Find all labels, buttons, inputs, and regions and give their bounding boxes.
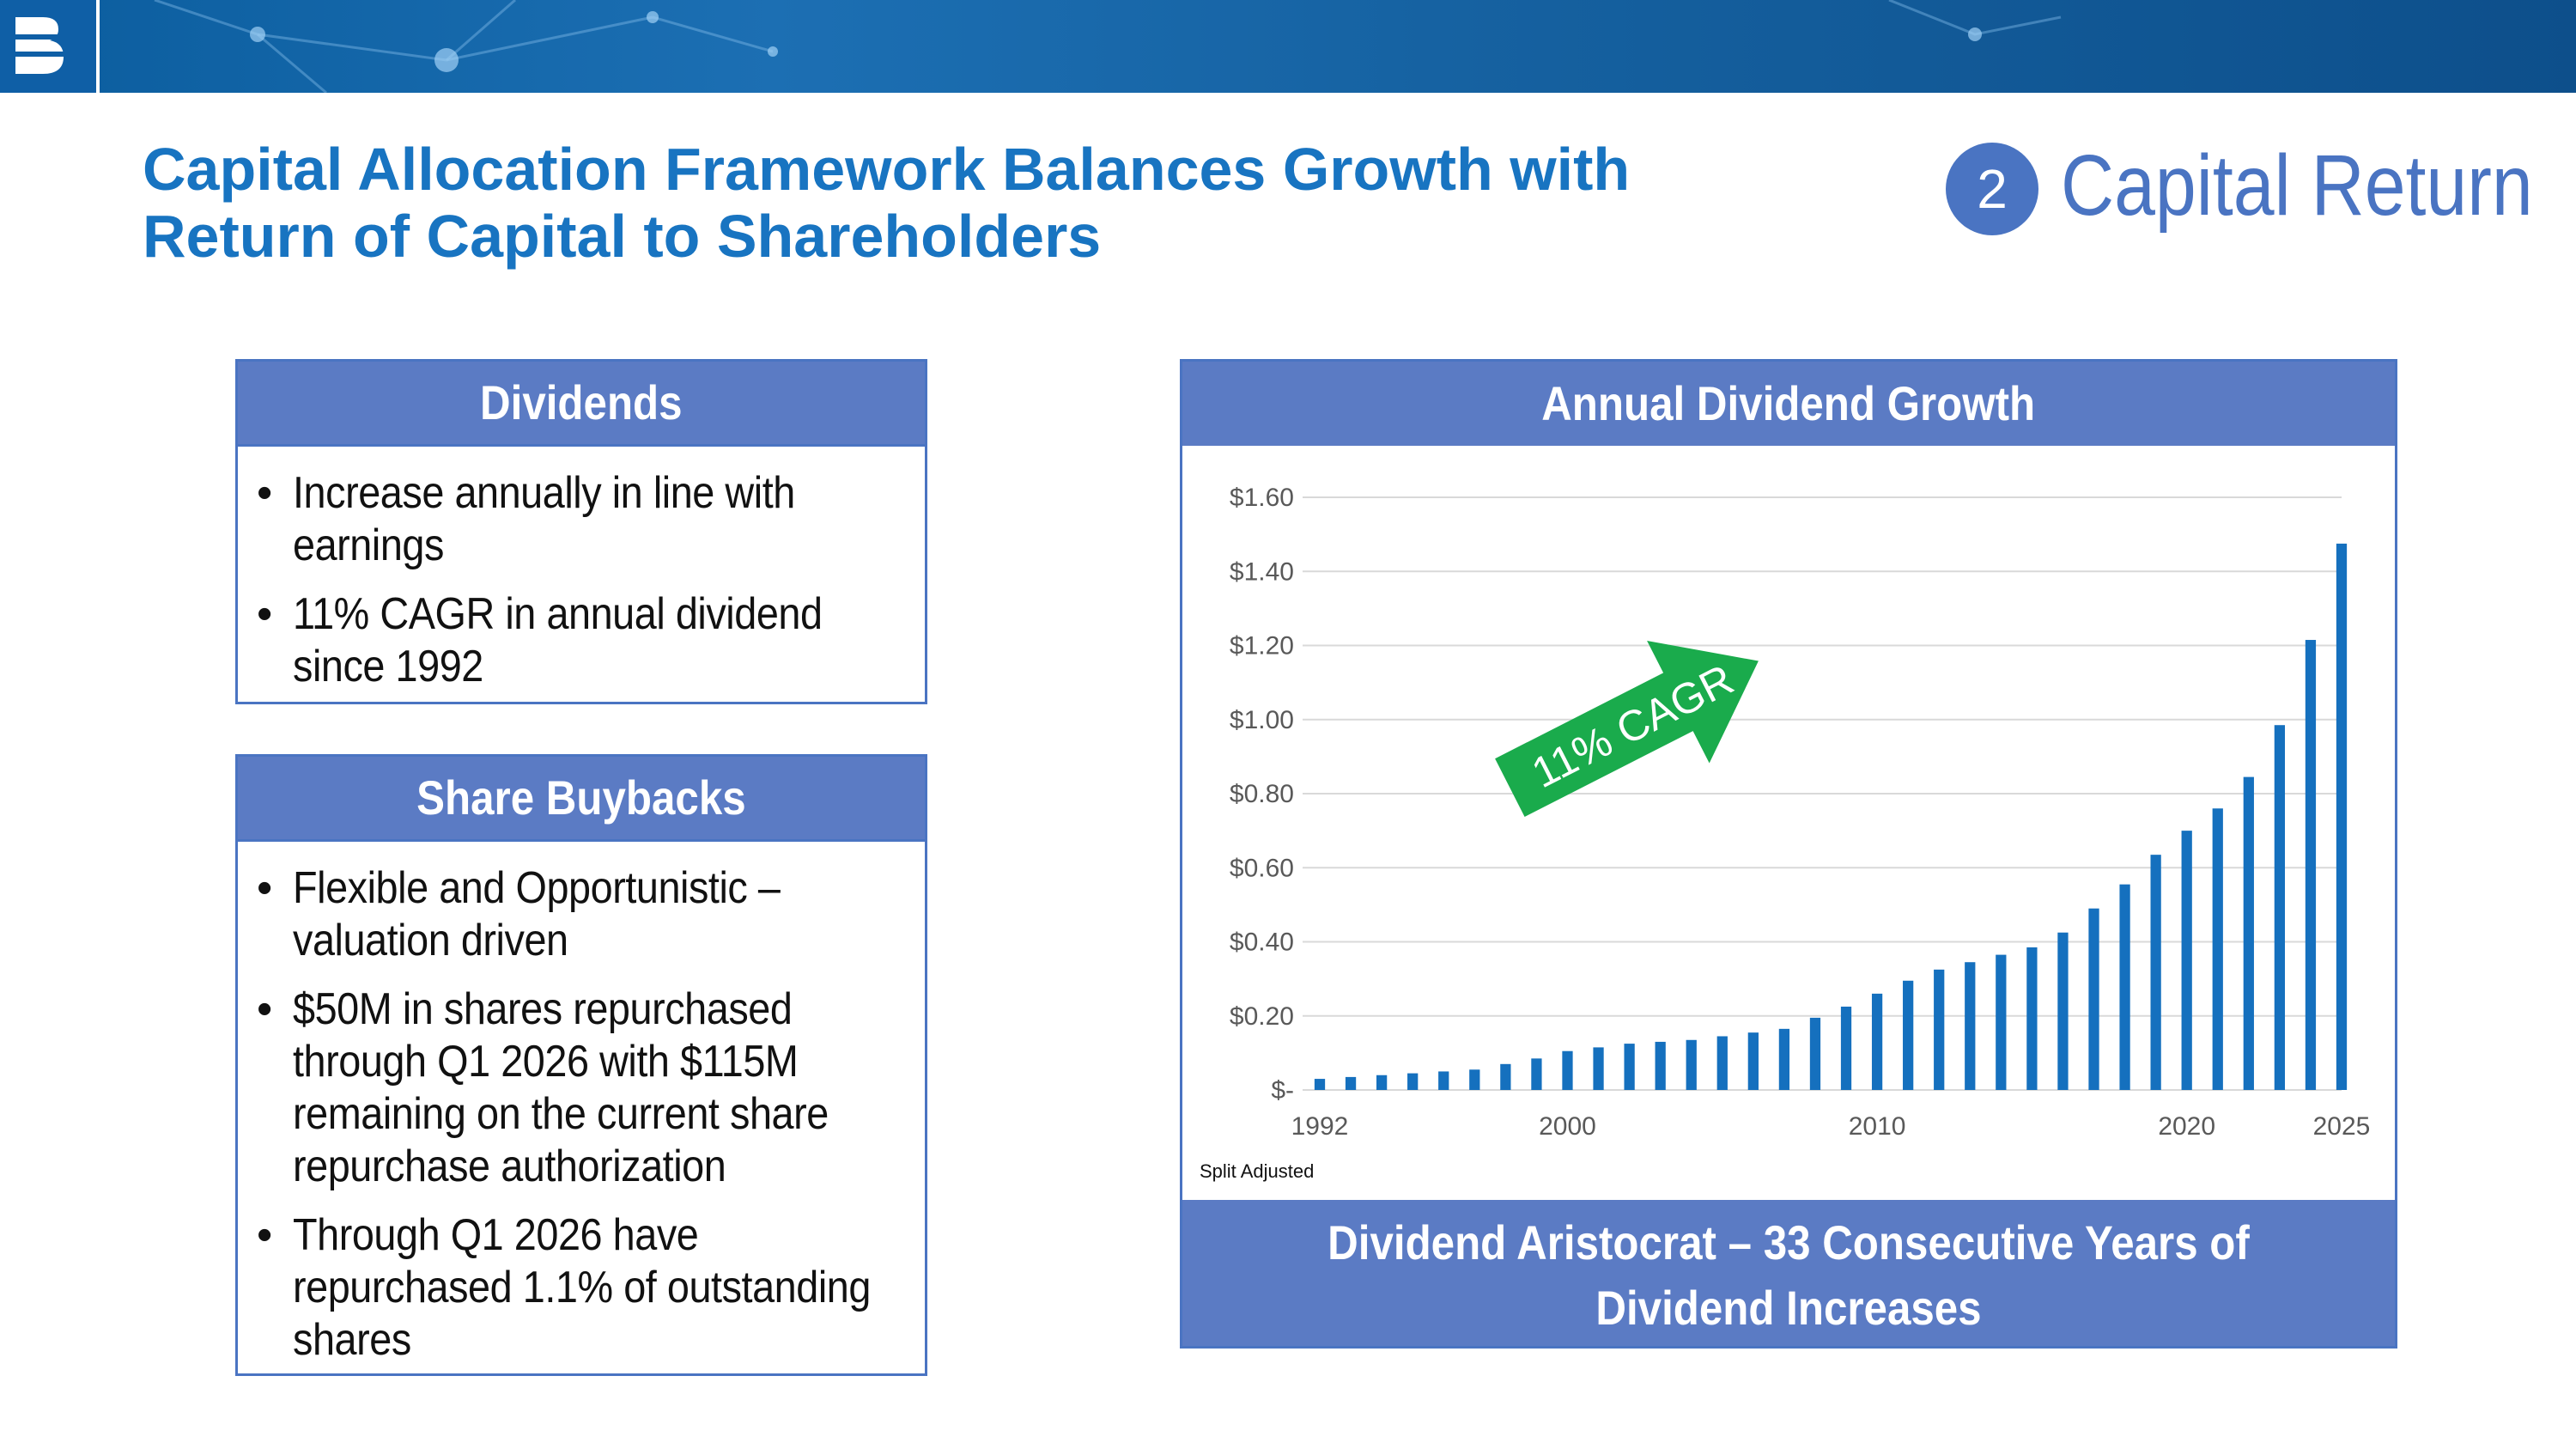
- share-buybacks-card: Share Buybacks Flexible and Opportunisti…: [235, 754, 927, 1376]
- dividend-bar-2007: [1778, 1028, 1790, 1090]
- dividends-bullet-1: Increase annually in line with earnings: [257, 467, 908, 572]
- dividend-bar-1992: [1314, 1079, 1326, 1090]
- buybacks-bullet-2: $50M in shares repurchased through Q1 20…: [257, 983, 908, 1193]
- page-title-line-2: Return of Capital to Shareholders: [143, 203, 1102, 270]
- section-label: Capital Return: [2061, 137, 2533, 234]
- x-tick-label: 2000: [1539, 1112, 1596, 1141]
- dividend-bar-2000: [1562, 1050, 1573, 1090]
- dividend-bar-1997: [1469, 1069, 1480, 1090]
- dividend-bar-2008: [1809, 1017, 1821, 1090]
- dividend-bar-2014: [1996, 954, 2007, 1090]
- dividend-bar-1996: [1438, 1071, 1449, 1090]
- y-tick-label: $1.40: [1230, 557, 1294, 586]
- cagr-arrow: 11% CAGR: [1495, 640, 1759, 817]
- dividend-bar-2006: [1747, 1032, 1759, 1090]
- share-buybacks-heading: Share Buybacks: [238, 757, 925, 842]
- dividend-bar-2011: [1903, 980, 1914, 1090]
- dividend-bar-2024: [2305, 640, 2317, 1090]
- network-background-graphic: [154, 0, 2062, 93]
- dividend-bar-2021: [2212, 808, 2223, 1090]
- y-tick-label: $0.80: [1230, 780, 1294, 808]
- dividend-bar-2023: [2274, 725, 2286, 1090]
- dividend-bar-2009: [1840, 1006, 1852, 1090]
- dividend-bar-1994: [1376, 1075, 1388, 1090]
- dividend-bar-chart: $- $0.20 $0.40 $0.60 $0.80 $1.00 $1.20 $1.40 $1.…: [1230, 484, 2371, 1141]
- x-tick-label: 2020: [2158, 1112, 2215, 1141]
- dividends-heading: Dividends: [238, 362, 925, 447]
- x-tick-label: 2010: [1849, 1112, 1906, 1141]
- split-adjusted-note: Split Adjusted: [1200, 1160, 1315, 1182]
- page-title-line-1: Capital Allocation Framework Balances Gr…: [143, 136, 1631, 203]
- dividend-bar-1998: [1500, 1063, 1511, 1090]
- dividend-bar-2004: [1686, 1039, 1697, 1090]
- logo-icon: [9, 17, 69, 74]
- page-title: Capital Allocation Framework Balances Gr…: [143, 136, 1817, 270]
- y-tick-label: $0.60: [1230, 854, 1294, 882]
- x-tick-label: 1992: [1291, 1112, 1349, 1141]
- dividends-card: Dividends Increase annually in line with…: [235, 359, 927, 704]
- annual-dividend-growth-panel: Annual Dividend Growth $- $0.20 $0.40 $0.60…: [1180, 359, 2397, 1349]
- y-tick-label: $1.00: [1230, 706, 1294, 734]
- y-axis-tick-labels: $- $0.20 $0.40 $0.60 $0.80 $1.00 $1.20 $1.40 $1.…: [1230, 484, 1294, 1105]
- dividend-bar-2022: [2243, 776, 2254, 1090]
- dividend-bar-2003: [1655, 1041, 1666, 1090]
- y-tick-label: $0.40: [1230, 928, 1294, 957]
- dividend-bar-2019: [2150, 855, 2161, 1090]
- y-tick-label: $1.60: [1230, 484, 1294, 512]
- dividend-bar-2005: [1716, 1036, 1728, 1090]
- y-tick-label: $1.20: [1230, 632, 1294, 661]
- dividend-bar-1995: [1407, 1073, 1419, 1090]
- dividend-bar-2010: [1871, 993, 1883, 1090]
- dividend-bar-2002: [1624, 1044, 1635, 1090]
- buybacks-bullet-list: Flexible and Opportunistic – valuation d…: [238, 842, 925, 1367]
- dividend-bar-2016: [2057, 932, 2069, 1090]
- dividend-bar-2017: [2088, 908, 2099, 1090]
- dividend-bar-2013: [1965, 962, 1976, 1090]
- dividend-bar-2015: [2026, 947, 2038, 1090]
- x-tick-label: 2025: [2313, 1112, 2371, 1141]
- section-number-badge: 2: [1946, 143, 2038, 235]
- chart-bars: [1314, 543, 2348, 1090]
- y-tick-label: $0.20: [1230, 1002, 1294, 1031]
- chart-gridlines: [1303, 496, 2342, 1091]
- dividend-bar-2018: [2119, 884, 2130, 1090]
- dividend-aristocrat-banner: Dividend Aristocrat – 33 Consecutive Yea…: [1182, 1200, 2395, 1346]
- dividend-bar-1999: [1531, 1058, 1542, 1090]
- chart-heading: Annual Dividend Growth: [1182, 362, 2395, 446]
- dividend-bar-2020: [2181, 831, 2192, 1090]
- dividend-bar-1993: [1345, 1076, 1357, 1090]
- dividend-bar-2025: [2336, 543, 2348, 1090]
- dividend-bar-2012: [1934, 969, 1945, 1090]
- dividends-bullet-2: 11% CAGR in annual dividend since 1992: [257, 588, 908, 693]
- company-logo: [0, 0, 100, 93]
- dividend-bar-2001: [1593, 1047, 1604, 1090]
- x-axis-tick-labels: 1992 2000 2010 2020 2025: [1291, 1112, 2371, 1141]
- dividends-bullet-list: Increase annually in line with earnings …: [238, 447, 925, 693]
- y-tick-label: $-: [1271, 1076, 1294, 1105]
- buybacks-bullet-3: Through Q1 2026 have repurchased 1.1% of…: [257, 1209, 908, 1367]
- buybacks-bullet-1: Flexible and Opportunistic – valuation d…: [257, 862, 908, 967]
- top-banner: [0, 0, 2576, 93]
